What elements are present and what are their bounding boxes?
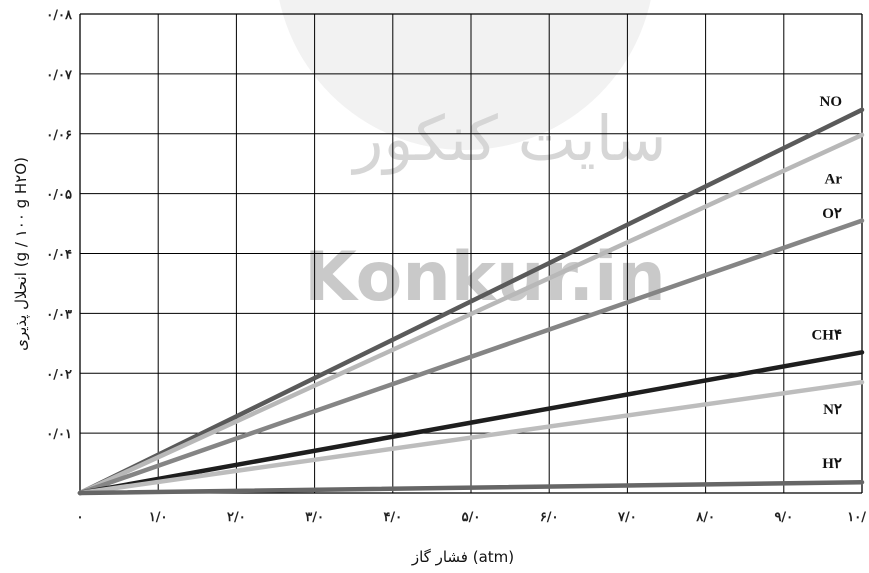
series-label-ar: Ar — [825, 172, 843, 188]
y-tick-labels: ۰/۰۱ ۰/۰۲ ۰/۰۳ ۰/۰۴ ۰/۰۵ ۰/۰۶ ۰/۰۷ ۰/۰۸ — [46, 8, 73, 442]
x-tick-label: ۱۰/ — [847, 510, 866, 525]
x-tick-label: ۸/۰ — [695, 510, 715, 525]
x-tick-label: ۹/۰ — [774, 510, 793, 525]
y-tick-label: ۰/۰۵ — [46, 188, 72, 203]
series-line-o2 — [77, 218, 865, 496]
series-label-ch4: CH۴ — [811, 327, 842, 343]
x-axis-title: فشار گاز (atm) — [411, 548, 514, 566]
y-tick-label: ۰/۰۶ — [46, 128, 72, 143]
x-tick-label: ۴/۰ — [383, 510, 402, 525]
series-lines — [77, 107, 865, 496]
series-line-h2 — [77, 479, 865, 496]
series-label-o2: O۲ — [822, 206, 842, 222]
y-tick-label: ۰/۰۲ — [46, 367, 72, 382]
series-label-no: NO — [820, 94, 843, 110]
series-line-ar — [77, 132, 865, 496]
watermark-persian-text: سایت کنکور — [350, 102, 666, 175]
y-tick-label: ۰/۰۳ — [46, 307, 72, 322]
y-tick-label: ۰/۰۸ — [46, 8, 73, 23]
series-line-ch4 — [77, 350, 865, 496]
y-tick-label: ۰/۰۴ — [46, 248, 72, 263]
y-axis-title: انحلال پذیری (g / ۱۰۰ g H۲O) — [12, 157, 31, 351]
watermark: سایت کنکور Konkur.in — [279, 0, 667, 317]
x-tick-label: ۱/۰ — [149, 510, 168, 525]
x-tick-label: ۰ — [77, 510, 84, 525]
y-tick-label: ۰/۰۱ — [46, 427, 72, 442]
x-tick-labels: ۰ ۱/۰ ۲/۰ ۳/۰ ۴/۰ ۵/۰ ۶/۰ ۷/۰ ۸/۰ ۹/۰ ۱۰/ — [77, 510, 867, 525]
watermark-circle — [279, 0, 651, 150]
series-label-n2: N۲ — [823, 402, 842, 418]
x-tick-label: ۷/۰ — [617, 510, 637, 525]
x-tick-label: ۲/۰ — [227, 510, 246, 525]
series-label-h2: H۲ — [822, 456, 842, 472]
x-tick-label: ۶/۰ — [540, 510, 559, 525]
series-labels: NO Ar O۲ CH۴ N۲ H۲ — [811, 94, 842, 472]
y-tick-label: ۰/۰۷ — [46, 68, 73, 83]
series-line-n2 — [77, 379, 865, 496]
x-tick-label: ۳/۰ — [305, 510, 324, 525]
series-line-no — [77, 107, 865, 496]
x-tick-label: ۵/۰ — [462, 510, 481, 525]
